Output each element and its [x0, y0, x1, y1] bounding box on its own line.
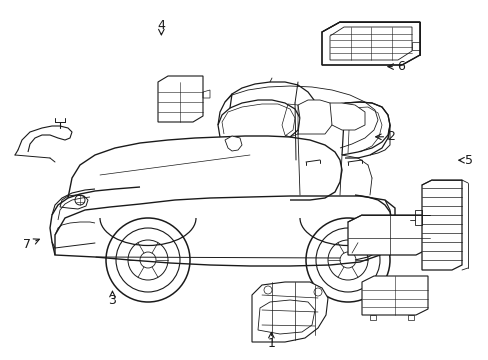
Polygon shape: [421, 180, 461, 270]
Text: 2: 2: [386, 130, 394, 143]
Polygon shape: [158, 76, 203, 122]
Polygon shape: [347, 215, 429, 255]
Polygon shape: [224, 136, 242, 151]
Text: 5: 5: [465, 154, 472, 167]
Polygon shape: [55, 196, 394, 266]
Polygon shape: [251, 282, 327, 342]
Polygon shape: [297, 100, 334, 134]
Text: 4: 4: [157, 19, 165, 32]
Polygon shape: [329, 103, 364, 130]
Text: 7: 7: [23, 238, 31, 251]
Polygon shape: [321, 22, 419, 65]
Text: 3: 3: [108, 294, 116, 307]
Text: 6: 6: [396, 60, 404, 73]
Polygon shape: [361, 276, 427, 315]
Polygon shape: [329, 27, 411, 60]
Text: 1: 1: [267, 337, 275, 350]
